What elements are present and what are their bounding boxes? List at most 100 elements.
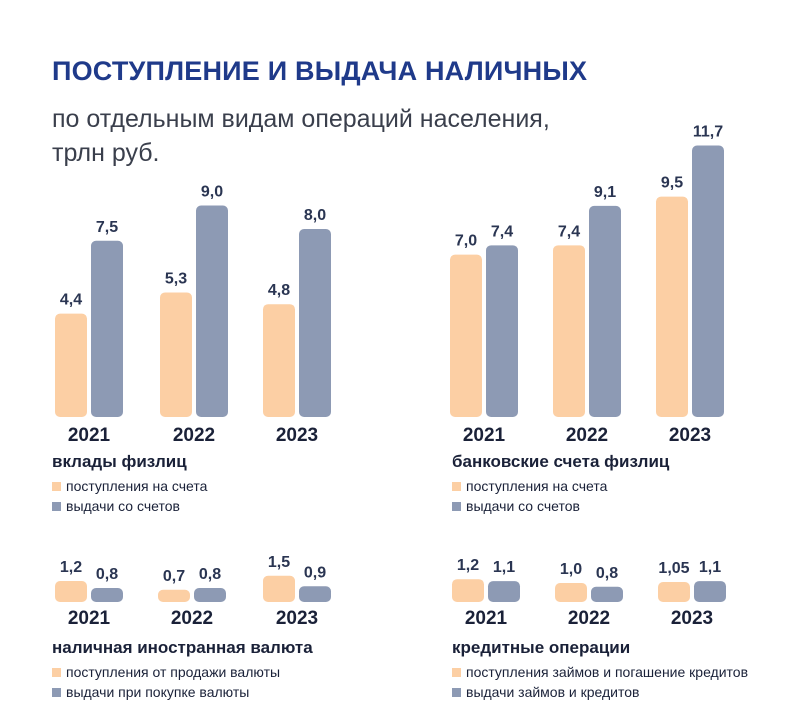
legend-label: поступления займов и погашение кредитов bbox=[466, 664, 749, 680]
data-label: 7,4 bbox=[491, 223, 513, 240]
data-label: 1,1 bbox=[493, 559, 515, 576]
legend-label: выдачи со счетов bbox=[466, 498, 580, 514]
category-label: 2022 bbox=[568, 608, 610, 629]
legend-label: поступления на счета bbox=[66, 478, 208, 494]
category-label: 2021 bbox=[463, 425, 506, 446]
legend-label: поступления от продажи валюты bbox=[66, 664, 281, 680]
data-label: 9,5 bbox=[661, 175, 683, 192]
bar-inflow-2023 bbox=[263, 575, 295, 602]
bar-outflow-2021 bbox=[486, 245, 518, 417]
category-label: 2021 bbox=[68, 425, 111, 446]
legend-label: выдачи со счетов bbox=[66, 498, 180, 514]
category-label: 2022 bbox=[171, 608, 213, 629]
chart-2: 1,2 0,8 2021 0,7 0,8 2022 1,5 0,9 2023 bbox=[55, 554, 331, 629]
legend-swatch-outflow bbox=[52, 687, 61, 697]
subtitle-line-2: трлн руб. bbox=[52, 139, 160, 167]
legend-item-inflow: поступления займов и погашение кредитов bbox=[452, 662, 748, 682]
category-label: 2023 bbox=[276, 608, 318, 629]
legend-swatch-outflow bbox=[452, 501, 461, 511]
data-label: 1,5 bbox=[268, 554, 290, 571]
category-label: 2023 bbox=[669, 425, 711, 446]
category-label: 2022 bbox=[566, 425, 608, 446]
legend-swatch-inflow bbox=[452, 481, 461, 491]
bar-inflow-2022 bbox=[555, 583, 587, 602]
data-label: 0,8 bbox=[96, 566, 118, 583]
bar-inflow-2023 bbox=[658, 582, 690, 602]
data-label: 9,0 bbox=[201, 184, 223, 201]
legend-foreign-currency: наличная иностранная валюта поступления … bbox=[52, 638, 313, 702]
data-label: 1,2 bbox=[60, 559, 82, 576]
legend-swatch-inflow bbox=[52, 481, 61, 491]
data-label: 5,3 bbox=[165, 270, 187, 287]
legend-title: вклады физлиц bbox=[52, 452, 187, 471]
subtitle-line-1: по отдельным видам операций населения, bbox=[52, 105, 550, 133]
legend-label: поступления на счета bbox=[466, 478, 608, 494]
category-label: 2023 bbox=[276, 425, 318, 446]
data-label: 4,8 bbox=[268, 282, 290, 299]
legend-item-inflow: поступления от продажи валюты bbox=[52, 662, 313, 682]
data-label: 7,0 bbox=[455, 233, 477, 250]
bar-outflow-2023 bbox=[299, 586, 331, 602]
page-title: ПОСТУПЛЕНИЕ И ВЫДАЧА НАЛИЧНЫХ bbox=[52, 56, 588, 86]
category-label: 2021 bbox=[68, 608, 111, 629]
legend-swatch-outflow bbox=[452, 687, 461, 697]
category-label: 2021 bbox=[465, 608, 508, 629]
data-label: 0,7 bbox=[163, 568, 185, 585]
legend-credit-operations: кредитные операции поступления займов и … bbox=[452, 638, 748, 702]
data-label: 0,8 bbox=[596, 565, 618, 582]
bar-inflow-2021 bbox=[450, 254, 482, 417]
page-subtitle: по отдельным видам операций населения, т… bbox=[52, 102, 612, 170]
chart-3: 1,2 1,1 2021 1,0 0,8 2022 1,05 1,1 2023 bbox=[452, 557, 726, 629]
data-label: 7,5 bbox=[96, 219, 118, 236]
bar-inflow-2022 bbox=[160, 292, 192, 417]
bar-inflow-2023 bbox=[656, 196, 688, 417]
data-label: 9,1 bbox=[594, 184, 616, 201]
data-label: 1,05 bbox=[658, 560, 689, 577]
bar-inflow-2021 bbox=[55, 581, 87, 602]
bar-outflow-2022 bbox=[591, 586, 623, 602]
data-label: 8,0 bbox=[304, 207, 326, 224]
category-label: 2023 bbox=[671, 608, 713, 629]
legend-item-inflow: поступления на счета bbox=[52, 476, 207, 496]
legend-swatch-inflow bbox=[52, 667, 61, 677]
data-label: 4,4 bbox=[60, 292, 82, 309]
data-label: 1,0 bbox=[560, 561, 582, 578]
legend-title: банковские счета физлиц bbox=[452, 452, 670, 471]
legend-item-outflow: выдачи при покупке валюты bbox=[52, 682, 313, 702]
bar-outflow-2023 bbox=[694, 581, 726, 602]
bar-outflow-2021 bbox=[488, 581, 520, 602]
legend-swatch-outflow bbox=[52, 501, 61, 511]
legend-item-outflow: выдачи со счетов bbox=[452, 496, 669, 516]
legend-deposits: вклады физлиц поступления на счета выдач… bbox=[52, 452, 207, 516]
data-label: 0,8 bbox=[199, 566, 221, 583]
legend-bank-accounts: банковские счета физлиц поступления на с… bbox=[452, 452, 669, 516]
bar-outflow-2022 bbox=[196, 205, 228, 417]
bar-outflow-2023 bbox=[692, 145, 724, 417]
legend-item-outflow: выдачи займов и кредитов bbox=[452, 682, 748, 702]
bar-outflow-2023 bbox=[299, 229, 331, 417]
data-label: 1,1 bbox=[699, 559, 721, 576]
legend-label: выдачи при покупке валюты bbox=[66, 684, 250, 700]
bar-inflow-2022 bbox=[553, 245, 585, 417]
bar-inflow-2021 bbox=[452, 579, 484, 602]
bar-inflow-2022 bbox=[158, 589, 190, 602]
bar-outflow-2022 bbox=[194, 588, 226, 602]
category-label: 2022 bbox=[173, 425, 215, 446]
bar-outflow-2022 bbox=[589, 205, 621, 417]
chart-0: 4,4 7,5 2021 5,3 9,0 2022 4,8 8,0 2023 bbox=[55, 184, 331, 446]
chart-1: 7,0 7,4 2021 7,4 9,1 2022 9,5 11,7 2023 bbox=[450, 124, 724, 446]
legend-label: выдачи займов и кредитов bbox=[466, 684, 640, 700]
data-label: 11,7 bbox=[693, 124, 723, 141]
bar-outflow-2021 bbox=[91, 240, 123, 417]
bar-inflow-2023 bbox=[263, 304, 295, 417]
data-label: 0,9 bbox=[304, 564, 326, 581]
data-label: 7,4 bbox=[558, 223, 580, 240]
bar-outflow-2021 bbox=[91, 588, 123, 602]
legend-title: наличная иностранная валюта bbox=[52, 638, 313, 657]
data-label: 1,2 bbox=[457, 557, 479, 574]
legend-item-outflow: выдачи со счетов bbox=[52, 496, 207, 516]
legend-swatch-inflow bbox=[452, 667, 461, 677]
legend-item-inflow: поступления на счета bbox=[452, 476, 669, 496]
legend-title: кредитные операции bbox=[452, 638, 631, 657]
